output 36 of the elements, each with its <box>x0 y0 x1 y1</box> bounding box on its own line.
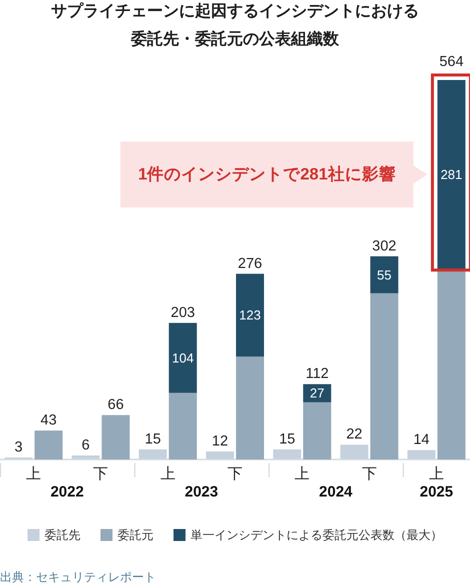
data-label: 281 <box>440 167 462 182</box>
total-label: 276 <box>238 256 262 272</box>
category-group-label: 2023 <box>184 484 218 500</box>
category-group-label: 2022 <box>50 484 84 500</box>
category-group-label: 2025 <box>420 484 454 500</box>
data-label: 55 <box>377 267 392 282</box>
x-tick-label: 下 <box>93 466 108 482</box>
data-label: 14 <box>413 432 430 448</box>
data-label: 3 <box>14 439 23 456</box>
data-label: 22 <box>346 426 362 443</box>
data-label: 15 <box>279 431 296 448</box>
data-label: 27 <box>310 386 324 401</box>
data-label: 6 <box>82 437 90 454</box>
total-label: 203 <box>170 304 195 321</box>
x-tick-label: 上 <box>428 466 444 482</box>
legend-label: 単一インシデントによる委託元公表数（最大） <box>190 528 442 542</box>
legend-label: 委託元 <box>118 528 154 542</box>
chart-title: サプライチェーンに起因するインシデントにおける委託先・委託元の公表組織数 <box>51 3 419 48</box>
data-label: 123 <box>239 308 261 323</box>
legend-label: 委託先 <box>44 528 80 542</box>
total-label: 564 <box>439 54 464 70</box>
data-label: 104 <box>172 350 194 366</box>
x-tick-label: 上 <box>160 466 176 482</box>
x-tick-label: 上 <box>294 466 310 482</box>
x-tick-label: 下 <box>362 466 377 482</box>
data-label: 15 <box>144 431 161 448</box>
total-label: 66 <box>108 397 124 414</box>
x-tick-label: 下 <box>228 466 242 482</box>
annotation: 1件のインシデントで281社に影響 <box>138 166 396 184</box>
total-label: 302 <box>372 238 396 254</box>
data-label: 12 <box>212 433 228 450</box>
source-note: 出典：セキュリティレポート <box>0 570 156 584</box>
total-label: 43 <box>40 412 57 429</box>
category-group-label: 2024 <box>319 484 352 500</box>
x-tick-label: 上 <box>26 466 42 482</box>
total-label: 112 <box>306 366 329 382</box>
